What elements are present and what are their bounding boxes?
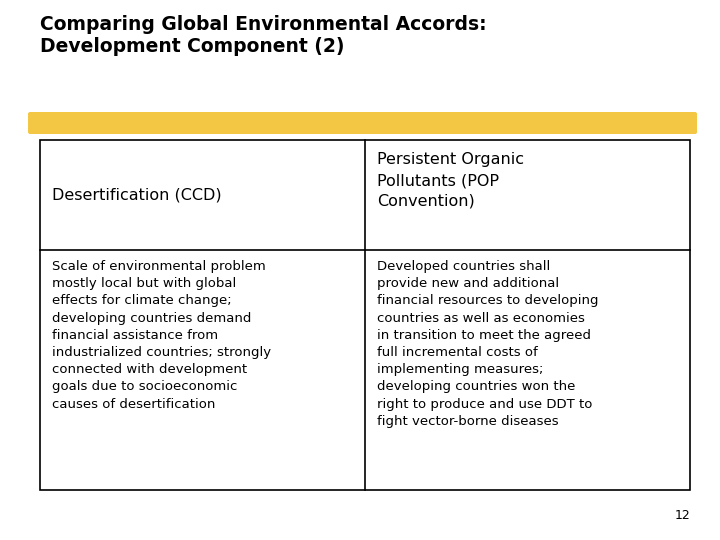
Text: Persistent Organic
Pollutants (POP
Convention): Persistent Organic Pollutants (POP Conve… <box>377 152 524 209</box>
Bar <box>40 140 690 490</box>
Text: Comparing Global Environmental Accords:: Comparing Global Environmental Accords: <box>40 15 487 34</box>
Text: Developed countries shall
provide new and additional
financial resources to deve: Developed countries shall provide new an… <box>377 260 598 428</box>
Text: Scale of environmental problem
mostly local but with global
effects for climate : Scale of environmental problem mostly lo… <box>52 260 271 410</box>
FancyBboxPatch shape <box>28 112 697 134</box>
Text: Development Component (2): Development Component (2) <box>40 37 344 56</box>
Text: 12: 12 <box>674 509 690 522</box>
Text: Desertification (CCD): Desertification (CCD) <box>52 187 222 202</box>
